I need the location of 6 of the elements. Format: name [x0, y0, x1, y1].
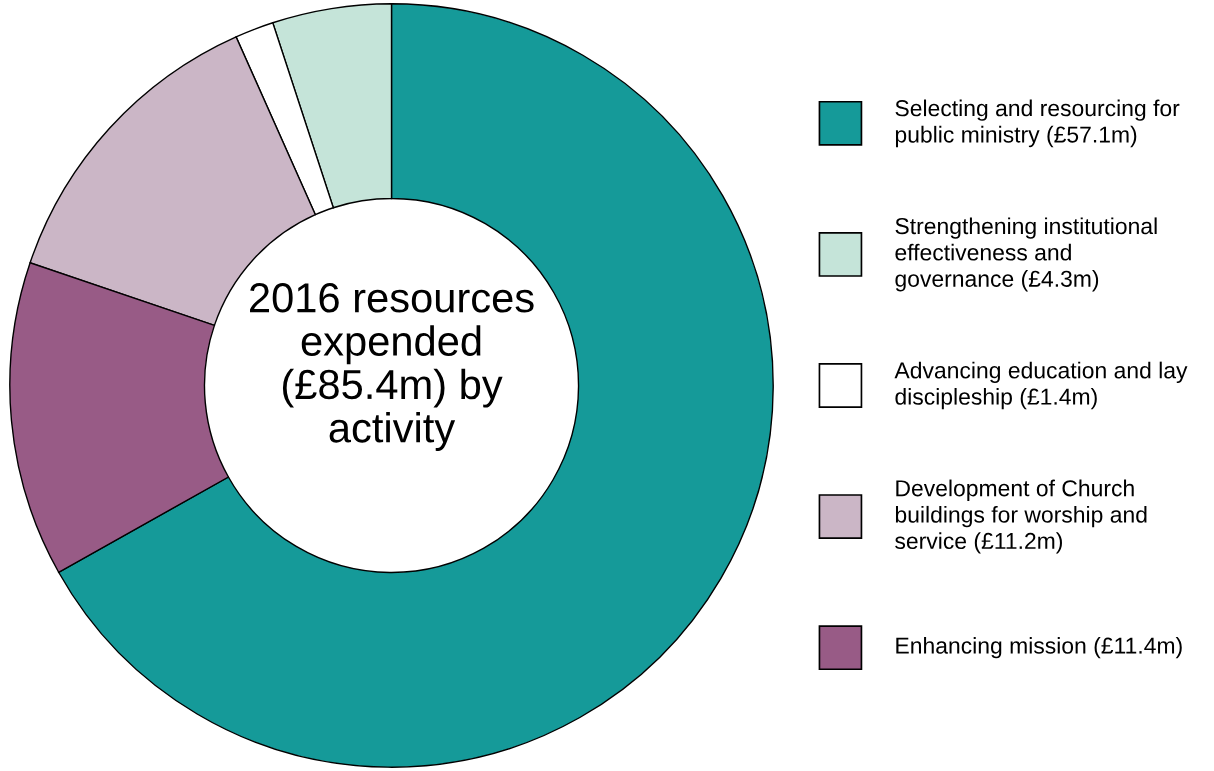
legend-label: Strengthening institutional effectiveness and governance (£4.3m)	[895, 217, 1157, 292]
legend-label: Enhancing mission (£11.4m)	[896, 636, 1182, 659]
text: 2016 resources expended (£85.4m) by activity	[250, 283, 534, 451]
legend-label: Selecting and resourcing for public ministry (£57.1m)	[895, 99, 1180, 148]
legend-label: Advancing education and lay discipleship (£1.4m)	[894, 361, 1188, 410]
legend-label: Development of Church buildings for worship and service (£11.2m)	[895, 479, 1147, 554]
